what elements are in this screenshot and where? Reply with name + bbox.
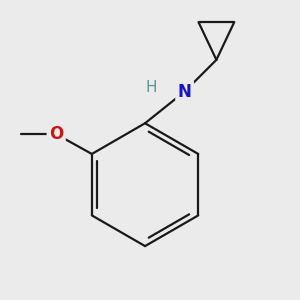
Text: N: N — [178, 82, 192, 100]
Text: O: O — [49, 125, 63, 143]
Text: H: H — [145, 80, 157, 95]
